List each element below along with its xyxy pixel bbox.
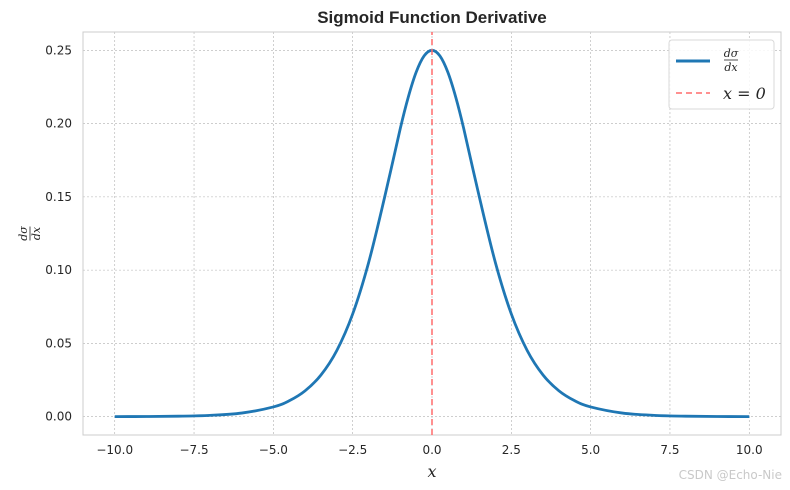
y-tick-label: 0.25	[45, 43, 72, 57]
y-tick-label: 0.00	[45, 410, 72, 424]
y-axis-label-numerator: dσ	[17, 226, 30, 241]
y-axis-label-denominator: dx	[30, 226, 43, 240]
x-tick-label: 0.0	[422, 443, 441, 457]
y-axis-label: dσ dx	[17, 226, 43, 241]
y-tick-label: 0.15	[45, 190, 72, 204]
y-tick-label: 0.05	[45, 336, 72, 350]
x-tick-label: 7.5	[660, 443, 679, 457]
x-tick-label: 10.0	[736, 443, 763, 457]
legend-box	[668, 39, 775, 110]
x-tick-label: −5.0	[259, 443, 288, 457]
y-tick-label: 0.20	[45, 117, 72, 131]
x-axis-label: x	[427, 462, 436, 481]
tick-labels: −10.0 −7.5 −5.0 −2.5 0.0 2.5 5.0 7.5 10.0 0.00 0.0…	[45, 43, 762, 457]
watermark: CSDN @Echo-Nie	[678, 468, 782, 482]
x-tick-label: 5.0	[581, 443, 600, 457]
y-tick-label: 0.10	[45, 263, 72, 277]
chart-title: Sigmoid Function Derivative	[317, 8, 547, 27]
legend-label-derivative-numerator: dσ	[724, 47, 739, 60]
x-tick-label: 2.5	[502, 443, 521, 457]
x-tick-label: −10.0	[96, 443, 133, 457]
legend-label-x-zero: x = 0	[723, 84, 766, 103]
legend: dσ dx x = 0	[668, 39, 775, 110]
legend-label-derivative-denominator: dx	[724, 61, 738, 74]
x-tick-label: −7.5	[179, 443, 208, 457]
x-tick-label: −2.5	[338, 443, 367, 457]
series-layer	[114, 32, 750, 435]
